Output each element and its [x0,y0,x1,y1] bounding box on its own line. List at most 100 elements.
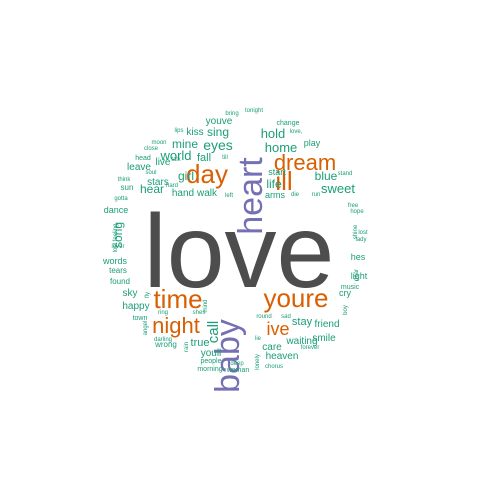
word-80: tonight [245,108,263,114]
word-87: till [222,155,228,161]
word-74: lost [358,230,368,236]
word-45: arms [265,190,285,200]
word-52: town [133,315,148,322]
word-16: home [265,140,298,155]
word-73: lady [355,237,366,243]
word-9: ive [266,319,289,339]
word-85: head [135,155,151,162]
word-61: forever [301,345,320,351]
word-1: heart [232,157,270,235]
word-10: call [205,321,222,344]
word-90: think [118,177,132,183]
word-98: lover [111,244,124,250]
word-20: girl [178,169,194,183]
word-39: sky [123,288,138,299]
word-0: love [144,194,335,310]
word-92: gotta [114,196,128,202]
word-89: hard [166,183,178,189]
word-51: found [110,277,130,286]
word-75: shine [353,224,359,239]
word-53: wrong [154,340,177,349]
word-44: start [268,167,286,177]
word-25: true [191,337,210,349]
word-66: mind [203,299,209,312]
word-31: youll [201,348,222,359]
word-62: round [256,314,271,320]
word-28: smile [312,333,336,344]
word-4: dream [274,150,336,175]
word-35: kiss [186,127,203,138]
word-15: hold [261,126,286,141]
word-24: stay [292,316,313,328]
word-26: friend [314,319,339,330]
word-97: lost feeling [113,224,119,253]
word-21: hear [140,182,164,196]
word-54: darling [154,337,172,343]
word-34: fall [197,152,211,164]
word-5: ill [275,166,292,196]
word-48: hes [351,252,366,262]
word-60: chorus [265,364,283,370]
word-49: music [341,284,360,291]
word-88: soul [145,170,156,176]
word-40: happy [122,301,149,312]
word-56: morning [197,366,222,373]
word-64: lie [255,336,262,342]
word-23: song [111,222,125,248]
word-12: eyes [203,137,233,153]
word-30: waiting [285,336,317,347]
word-55: people [200,358,221,365]
word-94: die [291,192,300,198]
word-83: moon [151,140,166,146]
word-2: baby [209,319,247,393]
word-79: love, [290,129,303,135]
word-42: words [102,256,128,266]
word-70: fly [145,292,151,298]
word-19: sweet [321,181,355,196]
word-43: play [304,138,321,148]
word-81: bring [225,111,238,117]
word-36: youve [206,116,233,127]
word-77: free [348,203,359,209]
word-47: light [351,271,368,281]
word-68: ring [158,310,168,316]
word-58: deep [230,361,244,367]
word-72: dear [354,269,360,281]
word-3: day [186,159,228,189]
word-33: walk [196,188,218,199]
word-38: leave [127,162,151,173]
word-76: hope [350,209,364,215]
word-82: lips [174,128,183,134]
word-41: dance [104,205,129,215]
word-71: boy [343,305,349,315]
word-57: woman [226,367,250,374]
word-69: angel [143,321,149,336]
word-86: talk [171,157,181,163]
word-13: mine [172,137,198,151]
word-6: time [153,284,202,314]
word-14: world [159,148,191,163]
word-32: hand [172,188,194,199]
word-50: tears [109,266,127,275]
word-17: life [266,177,282,191]
word-95: run [312,192,321,198]
word-93: left [225,193,233,199]
word-96: stand [338,171,353,177]
word-11: sing [207,125,229,139]
word-59: lonely [255,354,261,370]
word-37: live [155,157,170,168]
word-67: rain [184,342,190,352]
word-22: stars [147,177,169,188]
word-29: heaven [266,351,299,362]
word-7: youre [263,283,328,313]
word-63: sad [281,314,291,320]
word-8: night [152,313,200,338]
word-78: change [277,120,300,127]
word-91: sun [121,183,134,192]
word-65: shes [193,310,206,316]
word-46: cry [339,288,351,298]
word-18: blue [315,169,338,183]
word-84: close [144,146,159,152]
word-27: care [262,342,282,353]
